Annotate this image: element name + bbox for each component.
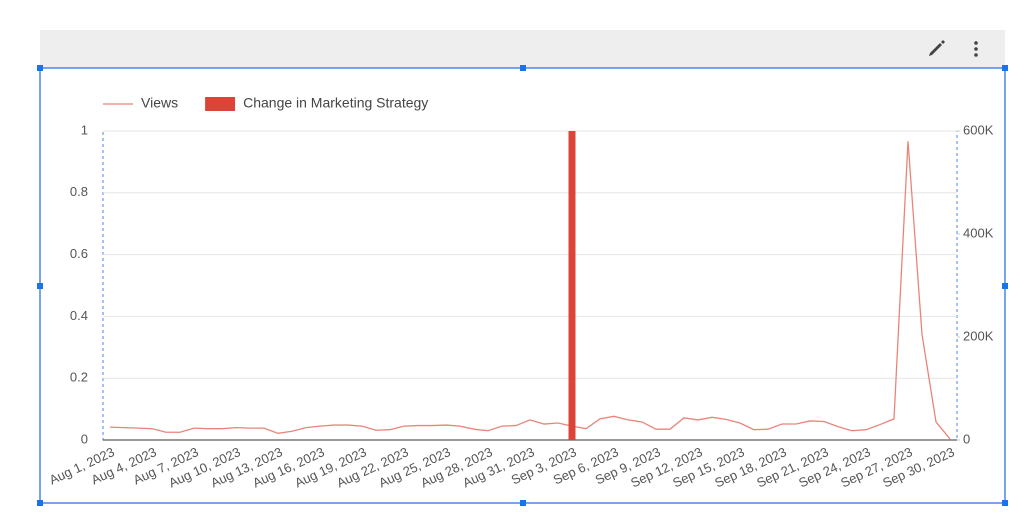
resize-handles[interactable] <box>37 65 1008 506</box>
edit-icon[interactable] <box>929 40 945 56</box>
y-tick-label: 0.4 <box>70 308 88 323</box>
y-tick-label: 1 <box>81 122 88 137</box>
legend-label: Views <box>141 95 178 111</box>
plot-frame <box>102 130 958 441</box>
y-tick-label: 0.6 <box>70 246 88 261</box>
more-icon[interactable] <box>974 41 978 57</box>
y2-tick-label: 600K <box>963 122 994 137</box>
y2-tick-label: 400K <box>963 225 994 240</box>
y-tick-label: 0.8 <box>70 184 88 199</box>
y-tick-label: 0 <box>81 431 88 446</box>
legend-label: Change in Marketing Strategy <box>243 95 428 111</box>
y2-tick-label: 0 <box>963 431 970 446</box>
legend-swatch <box>205 97 236 111</box>
y-tick-label: 0.2 <box>70 370 88 385</box>
selection-frame <box>39 67 1006 504</box>
y2-tick-label: 200K <box>963 328 994 343</box>
line <box>109 141 951 440</box>
bar <box>568 131 576 440</box>
toolbar <box>40 30 1005 68</box>
